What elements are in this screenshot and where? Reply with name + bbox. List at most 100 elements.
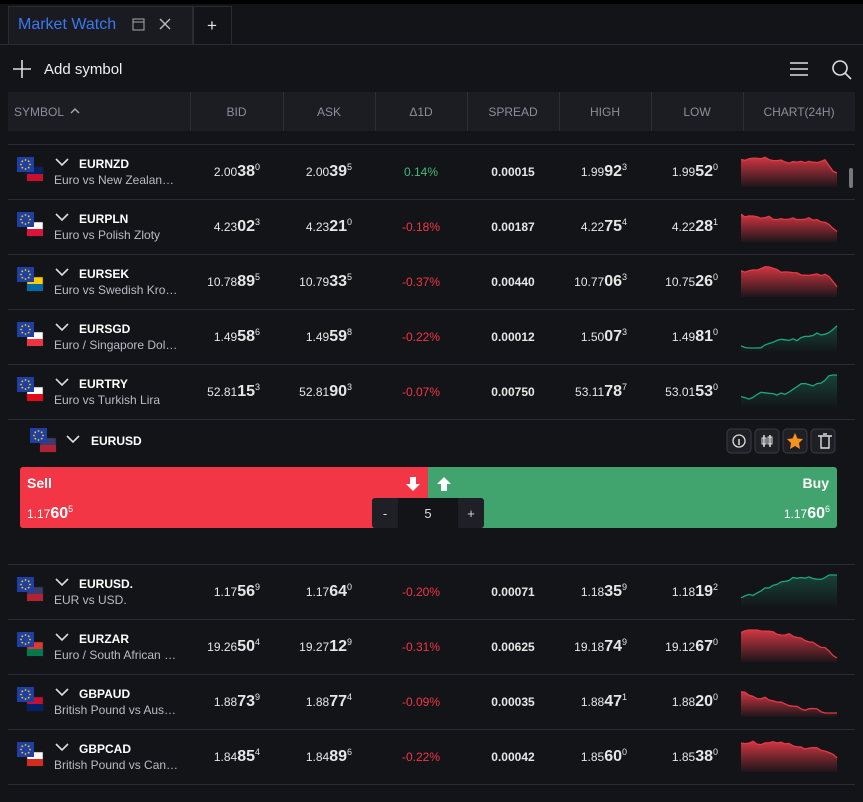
high-pip: 3 <box>621 162 627 172</box>
expand-icon[interactable] <box>55 158 69 167</box>
low-big: 38 <box>695 748 713 765</box>
bid: 1.17569 <box>190 582 260 601</box>
add-tab[interactable]: + <box>192 6 232 45</box>
minus-button[interactable]: - <box>382 506 388 521</box>
expand-icon[interactable] <box>55 688 69 697</box>
ask: 1.49598 <box>283 327 352 346</box>
ask-small: 10.79 <box>299 275 330 289</box>
low-big: 19 <box>695 583 713 600</box>
sort-icon[interactable] <box>70 107 80 115</box>
expand-icon[interactable] <box>55 213 69 222</box>
bid: 1.84854 <box>190 747 260 766</box>
ask-small: 52.81 <box>299 385 330 399</box>
bid-big: 73 <box>237 693 255 710</box>
ask-big: 33 <box>329 273 347 290</box>
low: 53.01530 <box>651 382 718 401</box>
toolbar-icons[interactable] <box>788 59 854 81</box>
action-icons[interactable] <box>726 428 836 454</box>
spread: 0.00750 <box>491 385 535 399</box>
high-pip: 9 <box>621 637 627 647</box>
row-divider <box>8 419 855 420</box>
ask-small: 1.49 <box>305 330 330 344</box>
change: -0.37% <box>401 275 441 289</box>
low-big: 67 <box>695 638 713 655</box>
ask-big: 59 <box>329 328 347 345</box>
expand-icon[interactable] <box>55 633 69 642</box>
high: 1.88471 <box>559 692 627 711</box>
high-pip: 3 <box>621 272 627 282</box>
high: 1.85600 <box>559 747 627 766</box>
bid-big: 89 <box>237 273 255 290</box>
quantity: 5 <box>424 506 432 521</box>
row-divider <box>8 254 855 255</box>
column-header: BID <box>226 105 247 119</box>
flag <box>17 632 44 657</box>
quantity-field <box>398 498 458 528</box>
ask-big: 77 <box>329 693 347 710</box>
spread: 0.00625 <box>491 640 535 654</box>
high-big: 60 <box>604 748 622 765</box>
bid-pip: 5 <box>254 272 260 282</box>
add-symbol[interactable]: Add symbol <box>44 61 123 78</box>
expand-icon[interactable] <box>55 378 69 387</box>
ask-pip: 5 <box>346 162 352 172</box>
expand-icon[interactable] <box>55 743 69 752</box>
high: 1.50073 <box>559 327 627 346</box>
symbol: EURTRY <box>79 377 128 391</box>
symbol: EURNZD <box>79 157 129 171</box>
high-big: 35 <box>604 583 622 600</box>
row-divider <box>8 619 855 620</box>
column-header: SYMBOL <box>14 105 65 119</box>
expand-icon[interactable] <box>55 268 69 277</box>
bid-big: 50 <box>237 638 255 655</box>
expand-icon[interactable] <box>55 323 69 332</box>
ask: 10.79335 <box>283 272 352 291</box>
low-small: 4.22 <box>671 220 696 234</box>
sell-button[interactable] <box>20 467 428 528</box>
spread: 0.00071 <box>491 585 535 599</box>
low-pip: 0 <box>712 327 718 337</box>
high: 1.18359 <box>559 582 627 601</box>
tab-title[interactable]: Market Watch <box>18 16 117 33</box>
ask: 19.27129 <box>283 637 352 656</box>
row-divider <box>8 564 855 565</box>
ask: 1.17640 <box>283 582 352 601</box>
high-small: 10.77 <box>574 275 605 289</box>
top-border <box>0 0 863 4</box>
header-row <box>8 92 855 131</box>
sparkline <box>741 574 837 607</box>
bid-pip: 4 <box>254 747 260 757</box>
bid-small: 2.00 <box>213 165 238 179</box>
buy-button[interactable] <box>428 467 837 528</box>
spread: 0.00015 <box>491 165 535 179</box>
high-small: 1.88 <box>580 695 605 709</box>
low-small: 53.01 <box>665 385 696 399</box>
collapse-icon[interactable] <box>66 435 80 444</box>
bid-pip: 3 <box>254 382 260 392</box>
plus-button[interactable]: + <box>467 506 475 521</box>
bid-pip: 4 <box>254 637 260 647</box>
low: 1.49810 <box>651 327 718 346</box>
tab-icons[interactable] <box>132 18 178 32</box>
column-divider <box>375 92 376 131</box>
ask-pip: 3 <box>346 382 352 392</box>
low: 1.85380 <box>651 747 718 766</box>
high-small: 1.18 <box>580 585 605 599</box>
high-big: 06 <box>604 273 622 290</box>
ask-pip: 6 <box>346 747 352 757</box>
expand-icon[interactable] <box>55 578 69 587</box>
high-pip: 3 <box>621 327 627 337</box>
high-small: 1.85 <box>580 750 605 764</box>
high-pip: 0 <box>621 747 627 757</box>
ask-pip: 5 <box>346 272 352 282</box>
scroll-thumb[interactable] <box>849 168 853 188</box>
low-big: 28 <box>695 218 713 235</box>
plus-icon[interactable] <box>12 59 32 79</box>
bid-big: 38 <box>237 163 255 180</box>
high-big: 07 <box>604 328 622 345</box>
low-big: 26 <box>695 273 713 290</box>
sell-label: Sell <box>27 475 52 491</box>
bid-small: 10.78 <box>207 275 238 289</box>
ask-pip: 8 <box>346 327 352 337</box>
